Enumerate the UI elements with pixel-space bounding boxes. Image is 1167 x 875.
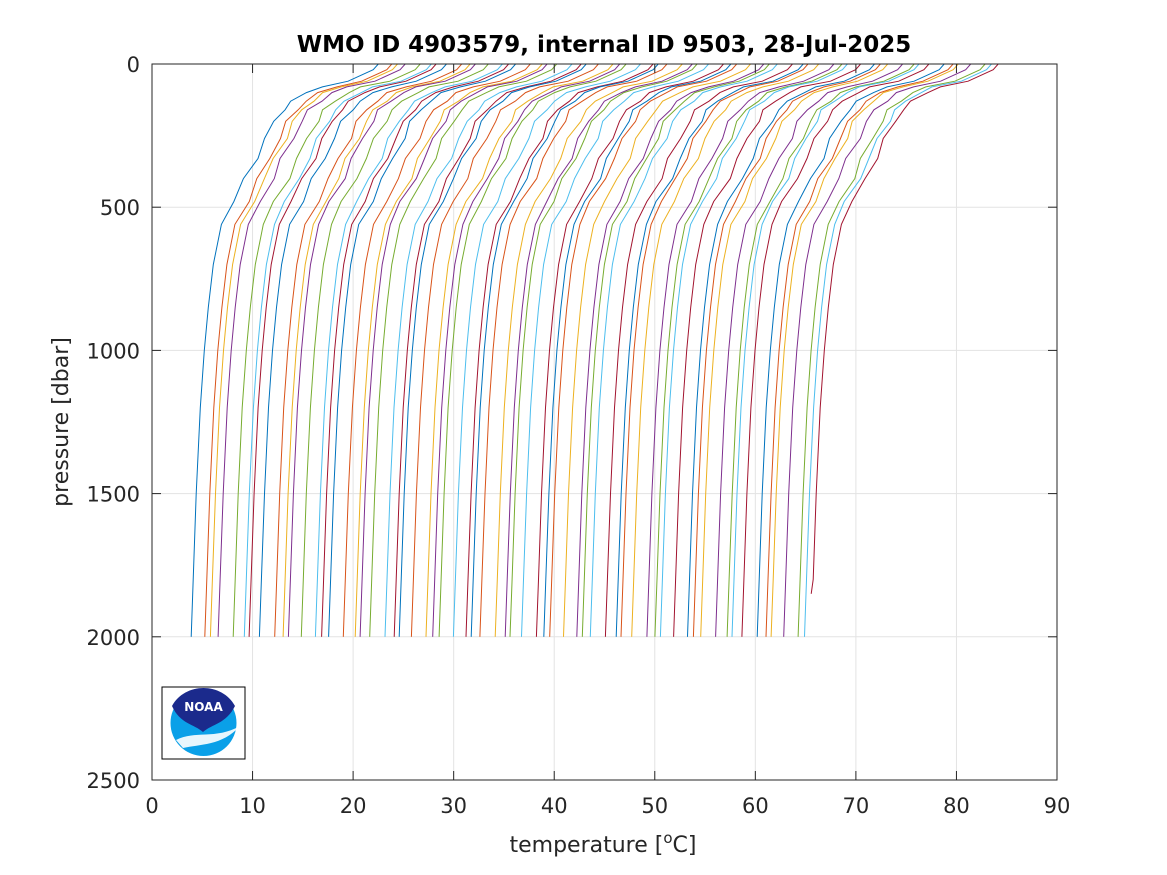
logo-text: NOAA bbox=[184, 700, 223, 714]
x-tick-label: 10 bbox=[239, 794, 266, 818]
x-tick-label: 40 bbox=[541, 794, 568, 818]
profile-line bbox=[243, 64, 432, 637]
profile-line bbox=[797, 64, 986, 637]
profile-line bbox=[438, 64, 627, 637]
profile-line bbox=[535, 64, 724, 637]
profile-line bbox=[521, 64, 709, 637]
profile-line bbox=[549, 64, 738, 637]
profile-line bbox=[274, 64, 463, 637]
profile-line bbox=[384, 64, 573, 637]
profile-line bbox=[328, 64, 516, 637]
profile-line bbox=[369, 64, 558, 637]
x-axis-label-end: C] bbox=[673, 833, 697, 858]
tick-marks bbox=[151, 63, 1058, 781]
x-tick-label: 0 bbox=[145, 794, 158, 818]
profile-line bbox=[465, 64, 654, 637]
profile-line bbox=[479, 64, 668, 637]
profile-line bbox=[359, 64, 548, 637]
profile-line bbox=[804, 64, 992, 637]
y-tick-label: 0 bbox=[127, 53, 140, 77]
profile-line bbox=[692, 64, 881, 637]
logo-bird-icon bbox=[172, 688, 235, 732]
profile-line bbox=[393, 64, 582, 637]
x-axis-label: temperature [oC] bbox=[509, 829, 696, 858]
x-axis-label-main: temperature [ bbox=[509, 833, 663, 858]
profile-line bbox=[563, 64, 751, 637]
profile-line bbox=[204, 64, 393, 637]
y-tick-label: 1000 bbox=[87, 339, 140, 363]
noaa-logo: NOAA bbox=[161, 686, 246, 760]
profile-line bbox=[410, 64, 599, 637]
profile-line bbox=[248, 64, 437, 637]
profile-line bbox=[452, 64, 641, 637]
profile-line bbox=[659, 64, 848, 637]
profile-line bbox=[258, 64, 447, 637]
y-tick-labels: 0 500 1000 1500 2000 2500 bbox=[87, 53, 140, 793]
profile-line bbox=[543, 64, 732, 637]
profile-line bbox=[209, 64, 398, 637]
y-tick-label: 1500 bbox=[87, 483, 140, 507]
x-tick-label: 20 bbox=[340, 794, 367, 818]
y-tick-label: 2500 bbox=[87, 769, 140, 793]
profile-line bbox=[783, 64, 972, 637]
plot-area bbox=[152, 64, 1057, 780]
x-tick-label: 80 bbox=[943, 794, 970, 818]
profile-line bbox=[576, 64, 765, 637]
profile-line bbox=[470, 64, 659, 637]
x-tick-label: 70 bbox=[843, 794, 870, 818]
x-tick-label: 90 bbox=[1044, 794, 1071, 818]
profile-line bbox=[615, 64, 804, 637]
x-tick-labels: 0 10 20 30 40 50 60 70 80 90 bbox=[145, 794, 1070, 818]
profile-line bbox=[646, 64, 835, 637]
x-tick-label: 30 bbox=[440, 794, 467, 818]
profile-line bbox=[810, 64, 999, 594]
x-axis-label-superscript: o bbox=[663, 829, 672, 847]
series-group bbox=[190, 64, 999, 637]
profile-line bbox=[700, 64, 889, 637]
profile-line bbox=[604, 64, 793, 637]
chart-title: WMO ID 4903579, internal ID 9503, 28-Jul… bbox=[297, 32, 912, 58]
profile-line bbox=[756, 64, 945, 637]
profile-line bbox=[715, 64, 903, 637]
profile-line bbox=[620, 64, 809, 637]
profile-line bbox=[504, 64, 693, 637]
y-tick-label: 500 bbox=[100, 196, 140, 220]
profile-line bbox=[314, 64, 503, 637]
profile-line bbox=[673, 64, 861, 637]
profile-line bbox=[432, 64, 621, 637]
profile-line bbox=[354, 64, 543, 637]
profile-line bbox=[654, 64, 843, 637]
profile-line bbox=[217, 64, 406, 637]
profile-line bbox=[731, 64, 920, 637]
axes-box bbox=[151, 63, 1058, 781]
profile-line bbox=[741, 64, 930, 637]
profile-line bbox=[425, 64, 614, 637]
profile-line bbox=[770, 64, 959, 637]
x-tick-label: 60 bbox=[742, 794, 769, 818]
profile-line bbox=[300, 64, 489, 637]
y-axis-label: pressure [dbar] bbox=[49, 337, 74, 507]
profile-line bbox=[287, 64, 476, 637]
y-tick-label: 2000 bbox=[87, 626, 140, 650]
profile-line bbox=[342, 64, 531, 637]
profile-line bbox=[282, 64, 471, 637]
profile-line bbox=[631, 64, 820, 637]
profile-line bbox=[398, 64, 587, 637]
profile-line bbox=[765, 64, 954, 637]
profile-line bbox=[190, 64, 379, 637]
profile-line bbox=[494, 64, 683, 637]
profile-line bbox=[509, 64, 698, 637]
logo-wave-icon bbox=[176, 726, 240, 748]
x-tick-label: 50 bbox=[641, 794, 668, 818]
profile-line bbox=[232, 64, 421, 637]
profile-line bbox=[687, 64, 875, 637]
profile-line bbox=[726, 64, 915, 637]
profile-line bbox=[321, 64, 509, 637]
profile-line bbox=[581, 64, 770, 637]
profile-line bbox=[589, 64, 778, 637]
